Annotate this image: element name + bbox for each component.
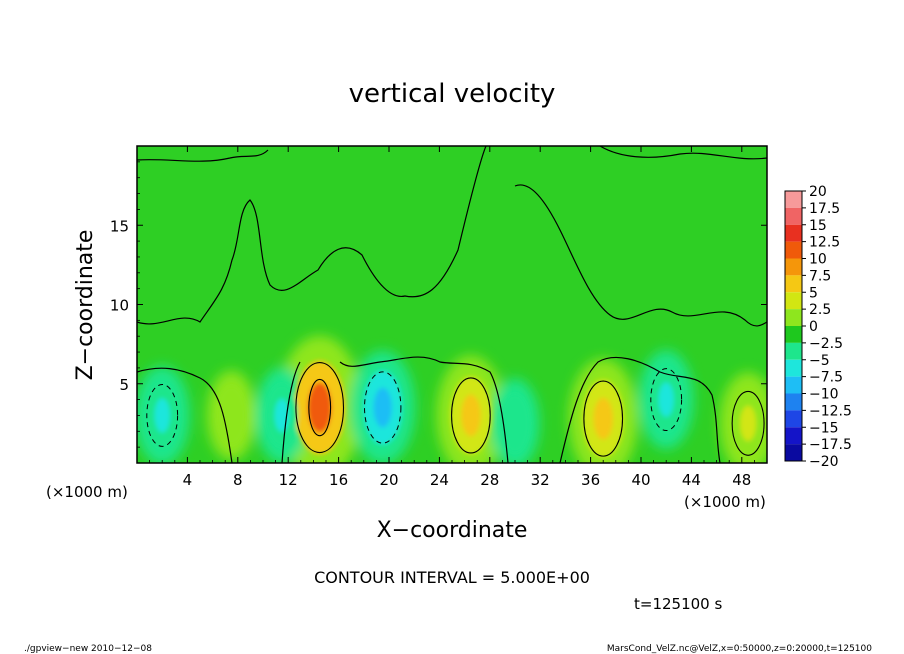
x-tick-label: 28 — [480, 471, 499, 489]
zero-contour-upper-right — [514, 184, 767, 327]
colorbar-label: −5 — [809, 353, 830, 369]
colorbar-swatch — [785, 224, 802, 242]
downdraft-contour — [146, 383, 179, 447]
x-tick-label: 44 — [682, 471, 701, 489]
zero-contour-upper — [137, 146, 487, 325]
chart-title: vertical velocity — [349, 79, 556, 109]
updraft-core — [224, 399, 239, 432]
time-label: t=125100 s — [634, 595, 722, 613]
updraft-contour — [731, 390, 765, 456]
contour-lines — [137, 146, 767, 463]
colorbar-label: −2.5 — [809, 336, 843, 352]
colorbar-label: −12.5 — [809, 403, 852, 419]
contour-interval-label: CONTOUR INTERVAL = 5.000E+00 — [314, 568, 590, 587]
colorbar-label: −20 — [809, 454, 839, 470]
x-tick-label: 16 — [329, 471, 348, 489]
colorbar: 2017.51512.5107.552.50−2.5−5−7.5−10−12.5… — [784, 184, 852, 470]
zero-contour-lower — [137, 356, 721, 463]
colorbar-swatch — [785, 410, 802, 428]
colorbar-swatch — [785, 292, 802, 310]
y-tick-label: 10 — [110, 297, 129, 315]
x-tick-label: 48 — [732, 471, 751, 489]
colorbar-label: 20 — [809, 184, 827, 200]
colorbar-label: 10 — [809, 252, 827, 268]
colorbar-swatch — [785, 309, 802, 326]
updraft-core — [307, 382, 332, 433]
colorbar-swatch — [785, 444, 802, 461]
downdraft-core — [658, 382, 674, 417]
x-tick-label: 20 — [379, 471, 398, 489]
colorbar-label: 12.5 — [809, 235, 840, 251]
updraft-inner-contour — [308, 378, 332, 437]
footer-left: ./gpview−new 2010−12−08 — [24, 644, 152, 654]
x-unit-left: (×1000 m) — [46, 483, 128, 501]
colorbar-label: 0 — [809, 319, 818, 335]
x-tick-label: 4 — [183, 471, 193, 489]
x-tick-label: 24 — [430, 471, 449, 489]
colorbar-label: 15 — [809, 218, 827, 234]
colorbar-label: −15 — [809, 420, 839, 436]
downdraft-core — [508, 407, 522, 440]
colorbar-swatch — [785, 359, 802, 377]
colorbar-label: 17.5 — [809, 201, 840, 217]
colorbar-swatch — [785, 207, 802, 225]
positive-contours — [295, 361, 765, 457]
colorbar-swatch — [785, 393, 802, 411]
colorbar-label: 5 — [809, 285, 818, 301]
colorbar-label: −10 — [809, 387, 839, 403]
colorbar-label: −7.5 — [809, 370, 843, 386]
downdraft-contour — [364, 371, 402, 444]
colorbar-swatch — [785, 241, 802, 259]
x-tick-label: 40 — [631, 471, 650, 489]
updraft-core — [593, 397, 613, 440]
x-tick-label: 12 — [279, 471, 298, 489]
downdraft-core — [154, 398, 170, 433]
colorbar-swatch — [785, 376, 802, 394]
velocity-cores — [145, 360, 766, 458]
y-axis: 5 10 15 — [110, 161, 767, 448]
updraft-core — [740, 405, 757, 442]
colorbar-label: 2.5 — [809, 302, 831, 318]
colorbar-swatch — [785, 427, 802, 445]
colorbar-swatch — [785, 191, 802, 208]
updraft-core — [461, 394, 481, 437]
plot-area — [137, 146, 767, 463]
colorbar-label: 7.5 — [809, 268, 831, 284]
colorbar-swatch — [785, 275, 802, 293]
x-tick-label: 36 — [581, 471, 600, 489]
x-axis-label: X−coordinate — [377, 518, 528, 543]
colorbar-label: −17.5 — [809, 437, 852, 453]
colorbar-swatch — [785, 342, 802, 360]
y-tick-label: 5 — [119, 376, 129, 394]
zero-contour-top-right — [599, 146, 767, 160]
colorbar-swatch — [785, 258, 802, 276]
updraft-contour — [583, 380, 624, 457]
x-tick-label: 32 — [531, 471, 550, 489]
updraft-contour — [451, 377, 491, 454]
x-axis: 4 8 12 16 20 24 28 32 36 40 44 48 — [149, 146, 755, 489]
y-axis-label: Z−coordinate — [73, 230, 98, 381]
x-tick-label: 8 — [233, 471, 243, 489]
colorbar-swatch — [785, 326, 802, 343]
x-unit-right: (×1000 m) — [684, 493, 766, 511]
negative-contours — [146, 368, 683, 447]
footer-right: MarsCond_VelZ.nc@VelZ,x=0:50000,z=0:2000… — [607, 644, 872, 654]
updraft-contour — [295, 361, 345, 454]
zero-contour-top-left — [137, 149, 269, 162]
y-tick-label: 15 — [110, 217, 129, 235]
downdraft-core — [373, 387, 392, 428]
downdraft-contour — [650, 368, 683, 432]
